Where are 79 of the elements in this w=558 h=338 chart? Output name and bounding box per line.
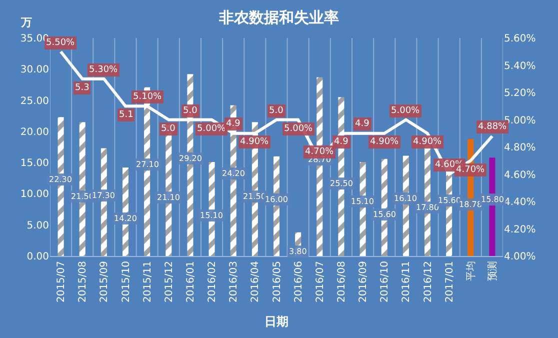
data-label: 5.3 <box>75 83 90 93</box>
x-tick-label: 2017/01 <box>444 261 456 303</box>
y-axis-title: 万 <box>20 16 32 29</box>
x-tick-label: 2016/07 <box>314 261 326 303</box>
y-tick-label: 30.00 <box>20 64 49 76</box>
data-label: 21.50 <box>71 192 94 201</box>
data-label: 24.20 <box>222 169 245 178</box>
data-label: 5.00% <box>284 124 314 134</box>
y2-tick-label: 4.20% <box>504 224 536 236</box>
x-tick-label: 2016/01 <box>185 261 196 303</box>
y2-tick-label: 4.60% <box>504 170 536 181</box>
data-label: 17.30 <box>92 191 115 200</box>
data-label: 3.80 <box>289 247 307 256</box>
data-label: 4.88% <box>478 122 508 132</box>
data-label: 5.0 <box>269 106 284 116</box>
x-tick-label: 2015/07 <box>56 261 68 303</box>
x-tick-label: 平均 <box>464 261 477 281</box>
y2-tick-label: 5.20% <box>504 88 536 99</box>
x-tick-label: 2016/12 <box>422 261 434 303</box>
data-label: 22.30 <box>49 175 72 184</box>
y-tick-label: 25.00 <box>20 96 49 107</box>
chart-title: 非农数据和失业率 <box>218 8 339 26</box>
x-tick-label: 2015/08 <box>78 261 89 303</box>
data-label: 15.60 <box>438 196 461 205</box>
y2-tick-label: 4.40% <box>504 197 536 208</box>
y-tick-label: 20.00 <box>20 126 49 138</box>
data-label: 18.78 <box>459 200 482 209</box>
data-label: 27.10 <box>136 160 159 169</box>
data-label: 5.1 <box>119 110 134 120</box>
data-label: 21.10 <box>157 193 180 202</box>
y-tick-label: 5.00 <box>26 220 49 232</box>
data-label: 4.9 <box>226 119 241 129</box>
x-tick-label: 2016/10 <box>380 261 391 303</box>
data-label: 5.0 <box>183 106 198 116</box>
x-tick-label: 2016/03 <box>228 261 240 303</box>
x-axis-title: 日期 <box>264 314 288 328</box>
y-tick-label: 0.00 <box>26 252 49 262</box>
data-label: 15.10 <box>200 211 223 220</box>
x-tick-label: 2016/11 <box>401 261 412 303</box>
data-label: 15.10 <box>351 197 374 206</box>
data-label: 4.90% <box>370 137 400 147</box>
data-label: 4.90% <box>240 137 270 147</box>
data-label: 16.10 <box>394 194 417 203</box>
x-tick-label: 2016/02 <box>207 261 218 303</box>
y-tick-label: 35.00 <box>20 34 49 44</box>
y-tick-label: 10.00 <box>20 189 49 200</box>
data-label: 4.90% <box>413 137 442 147</box>
data-label: 5.0 <box>161 124 176 134</box>
y2-tick-label: 5.60% <box>504 34 536 44</box>
data-label: 4.9 <box>355 119 370 129</box>
x-tick-label: 2016/08 <box>336 261 348 303</box>
x-tick-label: 2015/10 <box>120 261 132 303</box>
data-label: 5.10% <box>133 92 162 102</box>
x-tick-label: 2016/05 <box>272 261 283 303</box>
y2-tick-label: 4.00% <box>504 252 536 262</box>
x-tick-label: 2015/12 <box>164 261 175 303</box>
x-tick-label: 2016/06 <box>293 261 304 303</box>
data-label: 5.50% <box>46 38 76 48</box>
data-label: 29.20 <box>179 154 202 163</box>
data-label: 16.00 <box>265 195 288 204</box>
x-tick-label: 预测 <box>486 261 498 281</box>
data-label: 14.20 <box>114 214 137 223</box>
data-label: 4.9 <box>334 137 349 147</box>
x-tick-label: 2015/09 <box>99 261 110 303</box>
data-label: 5.00% <box>391 106 420 116</box>
y2-tick-label: 5.40% <box>504 60 536 72</box>
data-label: 5.00% <box>197 124 226 134</box>
y2-tick-label: 4.80% <box>504 142 536 154</box>
y-tick-label: 15.00 <box>20 158 49 170</box>
x-tick-label: 2016/09 <box>358 261 370 303</box>
x-tick-label: 2016/04 <box>250 261 262 303</box>
data-label: 15.60 <box>373 210 396 219</box>
data-label: 5.30% <box>89 65 118 75</box>
data-label: 25.50 <box>330 179 353 188</box>
data-label: 4.70% <box>456 165 486 175</box>
data-label: 15.80 <box>481 195 504 204</box>
data-label: 21.50 <box>243 192 266 201</box>
x-tick-label: 2015/11 <box>142 261 154 303</box>
data-label: 17.80 <box>416 203 439 212</box>
